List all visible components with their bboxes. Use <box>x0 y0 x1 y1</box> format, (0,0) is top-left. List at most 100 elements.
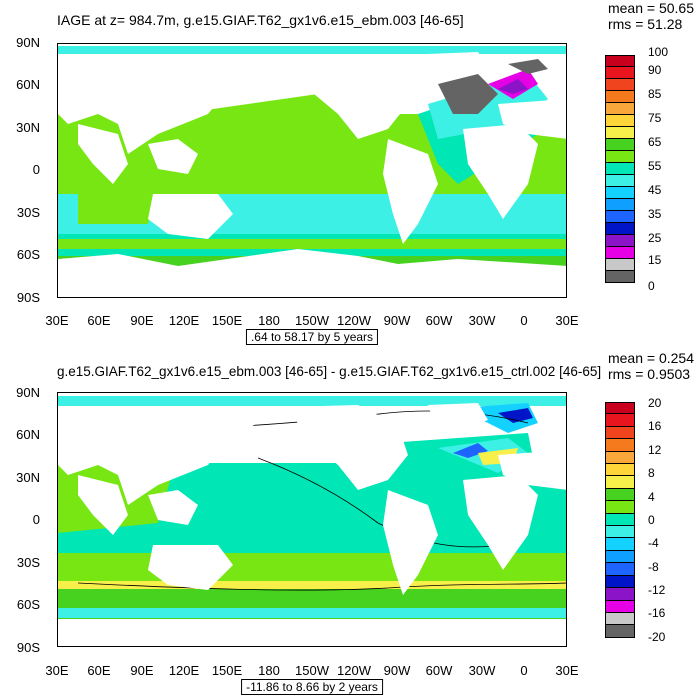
colorbar-swatch <box>605 513 635 527</box>
colorbar-swatch <box>605 79 635 91</box>
top-lon-label-10: 30W <box>468 313 496 328</box>
top-cbar-label-6: 45 <box>648 183 662 197</box>
top-lon-label-3: 120E <box>168 313 200 328</box>
colorbar-swatch <box>605 247 635 259</box>
bottom-cbar-label-8: -12 <box>648 583 666 597</box>
south-america <box>383 139 438 244</box>
colorbar-swatch <box>605 526 635 539</box>
colorbar-swatch <box>605 476 635 489</box>
colorbar-swatch <box>605 55 635 67</box>
top-lat-label-2: 30N <box>16 120 40 135</box>
bottom-cbar-label-1: 16 <box>648 419 662 433</box>
bottom-mean: mean = 0.254 <box>607 350 694 366</box>
top-lat-label-5: 60S <box>16 247 40 262</box>
bottom-cbar-label-9: -16 <box>648 606 666 620</box>
top-cbar-label-1: 90 <box>648 63 662 77</box>
colorbar-swatch <box>605 151 635 163</box>
colorbar-swatch <box>605 67 635 79</box>
bottom-lat-label-0: 90N <box>16 385 40 400</box>
colorbar-swatch <box>605 259 635 271</box>
bottom-lat-label-2: 30N <box>16 470 40 485</box>
colorbar-swatch <box>605 402 635 415</box>
top-cbar-label-7: 35 <box>648 207 662 221</box>
bottom-map <box>57 392 567 647</box>
asia <box>58 54 258 154</box>
top-cbar-label-3: 75 <box>648 111 662 125</box>
top-cbar-label-8: 25 <box>648 231 662 245</box>
top-lon-label-2: 90E <box>130 313 154 328</box>
top-cbar-label-4: 65 <box>648 135 662 149</box>
bottom-lon-label-8: 90W <box>383 663 411 678</box>
top-lon-label-6: 150W <box>295 313 329 328</box>
bottom-cbar-label-6: -4 <box>648 536 659 550</box>
colorbar-swatch <box>605 439 635 452</box>
bottom-cbar-label-5: 0 <box>648 513 655 527</box>
colorbar-swatch <box>605 115 635 127</box>
top-lon-label-8: 90W <box>383 313 411 328</box>
bottom-lat-label-1: 60N <box>16 427 40 442</box>
bottom-cbar-label-10: -20 <box>648 630 666 644</box>
bottom-panel: g.e15.GIAF.T62_gx1v6.e15_ebm.003 [46-65]… <box>0 350 700 700</box>
greenland <box>428 52 488 79</box>
antarctica <box>58 266 566 297</box>
colorbar-swatch <box>605 563 635 576</box>
colorbar-outline <box>605 402 635 638</box>
bottom-lon-label-0: 30E <box>45 663 69 678</box>
bottom-map-svg <box>58 393 566 646</box>
bottom-lon-label-9: 60W <box>425 663 453 678</box>
colorbar-swatch <box>605 600 635 613</box>
top-range-label: .64 to 58.17 by 5 years <box>245 329 379 345</box>
top-lat-label-0: 90N <box>16 35 40 50</box>
bottom-lon-label-1: 60E <box>87 663 111 678</box>
colorbar-swatch <box>605 538 635 551</box>
top-title: IAGE at z= 984.7m, g.e15.GIAF.T62_gx1v6.… <box>57 12 464 28</box>
arctic-band <box>58 46 566 54</box>
colorbar-swatch <box>605 426 635 440</box>
bottom-lon-label-10: 30W <box>468 663 496 678</box>
top-cbar-label-0: 100 <box>648 45 669 59</box>
colorbar-swatch <box>605 187 635 199</box>
bottom-colorbar <box>605 402 635 638</box>
top-map-svg <box>58 44 566 297</box>
india <box>78 124 128 184</box>
top-map <box>57 43 567 298</box>
bottom-lon-label-11: 0 <box>520 663 528 678</box>
top-colorbar <box>605 55 635 283</box>
top-lat-label-3: 0 <box>32 162 40 177</box>
colorbar-swatch <box>605 588 635 601</box>
bottom-cbar-label-3: 8 <box>648 466 655 480</box>
bottom-lat-label-6: 90S <box>16 640 40 655</box>
europe <box>498 99 566 139</box>
australia <box>148 194 233 239</box>
bottom-lat-label-5: 60S <box>16 597 40 612</box>
top-lon-label-9: 60W <box>425 313 453 328</box>
top-lon-label-4: 150E <box>211 313 243 328</box>
colorbar-swatch <box>605 550 635 564</box>
colorbar-swatch <box>605 464 635 477</box>
colorbar-swatch <box>605 127 635 139</box>
top-cbar-label-2: 85 <box>648 87 662 101</box>
top-lon-label-5: 180 <box>258 313 280 328</box>
colorbar-swatch <box>605 139 635 151</box>
bottom-lon-label-2: 90E <box>130 663 154 678</box>
bottom-title: g.e15.GIAF.T62_gx1v6.e15_ebm.003 [46-65]… <box>57 364 602 379</box>
bottom-cbar-label-2: 12 <box>648 443 662 457</box>
colorbar-outline <box>605 55 635 283</box>
colorbar-swatch <box>605 163 635 175</box>
top-lat-label-6: 90S <box>16 290 40 305</box>
colorbar-swatch <box>605 612 635 626</box>
bottom-cbar-label-0: 20 <box>648 396 662 410</box>
colorbar-swatch <box>605 91 635 103</box>
top-lon-label-1: 60E <box>87 313 111 328</box>
bottom-stats: mean = 0.254 rms = 0.9503 <box>608 350 694 382</box>
top-lat-label-1: 60N <box>16 77 40 92</box>
bottom-cbar-label-4: 4 <box>648 490 655 504</box>
top-panel: IAGE at z= 984.7m, g.e15.GIAF.T62_gx1v6.… <box>16 0 694 345</box>
africa <box>463 124 538 219</box>
top-lon-label-11: 0 <box>520 313 528 328</box>
bottom-lon-label-6: 150W <box>295 663 329 678</box>
colorbar-swatch <box>605 199 635 211</box>
top-mean: mean = 50.65 <box>607 0 694 16</box>
bottom-lon-label-7: 120W <box>337 663 371 678</box>
top-lon-label-0: 30E <box>45 313 69 328</box>
